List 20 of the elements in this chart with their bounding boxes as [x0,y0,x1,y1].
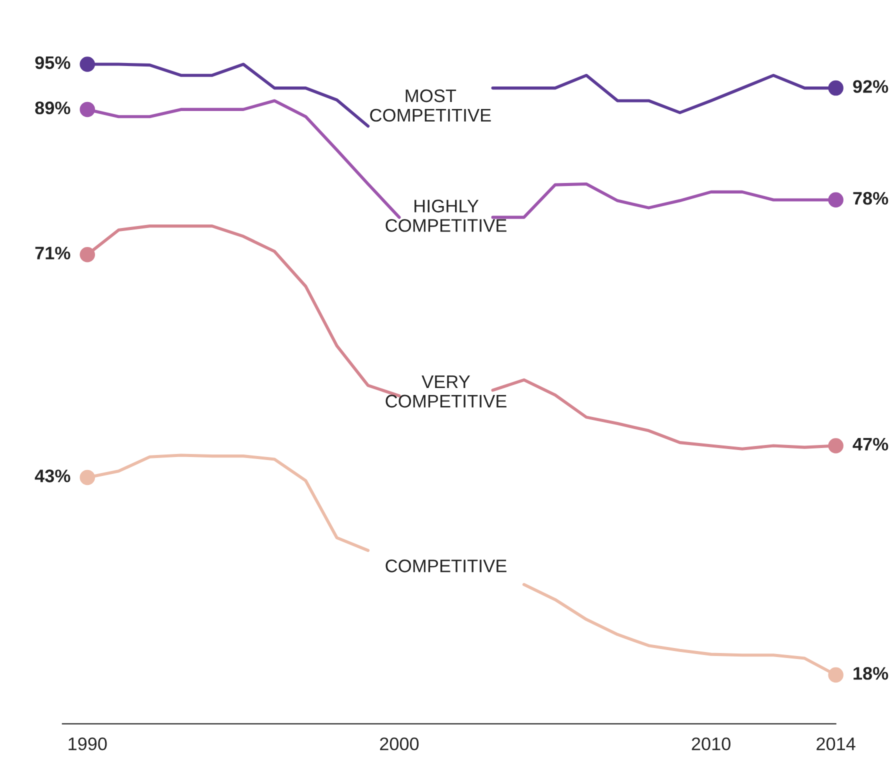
x-tick-label: 2014 [816,737,856,750]
data-label: 92% [853,80,888,93]
point [80,470,96,486]
data-label: 78% [853,192,888,205]
x-tick-label: 2010 [692,737,730,750]
series-label: MOST COMPETITIVE [370,89,491,122]
x-tick-label: 2000 [380,737,419,750]
data-label: 43% [34,470,70,482]
point [80,56,96,72]
data-label: 71% [35,246,70,260]
point [80,246,96,262]
series-label: VERY COMPETITIVE [386,376,506,408]
data-label: 95% [35,56,70,70]
data-label: 89% [35,102,70,114]
x-tick-label: 1990 [68,737,107,750]
data-label: 18% [854,667,888,680]
series-label: COMPETITIVE [386,560,506,572]
series-label: HIGHLY COMPETITIVE [386,200,506,232]
point [80,102,96,118]
data-label: 47% [852,438,888,451]
